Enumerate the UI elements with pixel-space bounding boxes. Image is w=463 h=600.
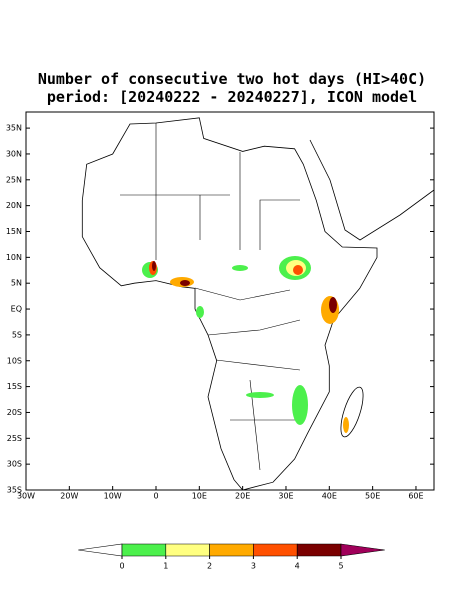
- colorbar-tick-label: 1: [163, 562, 168, 571]
- colorbar-segment: [296, 543, 342, 557]
- map-frame: [25, 111, 435, 491]
- colorbar-segment: [340, 543, 385, 557]
- lon-tick-label: 60E: [408, 492, 423, 501]
- lat-tick-label: 25S: [7, 434, 22, 443]
- lon-tick-label: 10W: [104, 492, 122, 501]
- lon-tick-label: 40E: [322, 492, 337, 501]
- axes: 35N 30N 25N 20N 15N 10N 5N EQ 5S 10S 15S 20S 25S 30S 3…: [6, 124, 434, 501]
- colorbar-tick-label: 2: [207, 562, 212, 571]
- lat-tick-label: 30S: [7, 460, 22, 469]
- lat-tick-label: 5S: [12, 330, 22, 339]
- lat-tick-label: 15S: [7, 382, 22, 391]
- africa-outline: [81, 117, 378, 491]
- colorbar-segment: [78, 543, 123, 557]
- lon-tick-label: 20W: [60, 492, 78, 501]
- lon-tick-label: 30E: [278, 492, 293, 501]
- lat-tick-label: 20N: [6, 201, 22, 210]
- colorbar-segment: [209, 543, 254, 557]
- colorbar-tick-label: 3: [251, 562, 256, 571]
- colorbar-tick-label: 0: [119, 562, 124, 571]
- colorbar-segment: [253, 543, 298, 557]
- colorbar: 0 1 2 3 4 5: [78, 543, 385, 571]
- lat-tick-label: 15N: [6, 227, 22, 236]
- lat-tick-label: 30N: [6, 149, 22, 158]
- colorbar-segment: [121, 543, 167, 557]
- lat-tick-label: 10N: [6, 253, 22, 262]
- colorbar-tick-label: 4: [295, 562, 300, 571]
- lon-tick-label: 50E: [365, 492, 380, 501]
- lat-tick-label: 20S: [7, 408, 22, 417]
- madagascar-outline: [340, 386, 364, 438]
- lon-tick-label: 30W: [17, 492, 35, 501]
- lon-tick-label: 20E: [235, 492, 250, 501]
- lon-tick-label: 0: [153, 492, 158, 501]
- colorbar-tick-label: 5: [338, 562, 343, 571]
- hot-day-patches: [142, 256, 349, 433]
- title: Number of consecutive two hot days (HI>4…: [38, 70, 426, 88]
- subtitle: period: [20240222 - 20240227], ICON mode…: [47, 88, 417, 106]
- colorbar-segment: [165, 543, 210, 557]
- lat-tick-label: EQ: [11, 305, 22, 314]
- country-borders: [120, 123, 301, 471]
- lon-tick-label: 10E: [192, 492, 207, 501]
- lat-tick-label: 5N: [11, 279, 22, 288]
- lat-tick-label: 25N: [6, 175, 22, 184]
- arabia-outline: [309, 139, 435, 241]
- lat-tick-label: 35N: [6, 124, 22, 133]
- map-body: [25, 111, 435, 491]
- lat-tick-label: 10S: [7, 356, 22, 365]
- lat-tick-label: 35S: [7, 486, 22, 495]
